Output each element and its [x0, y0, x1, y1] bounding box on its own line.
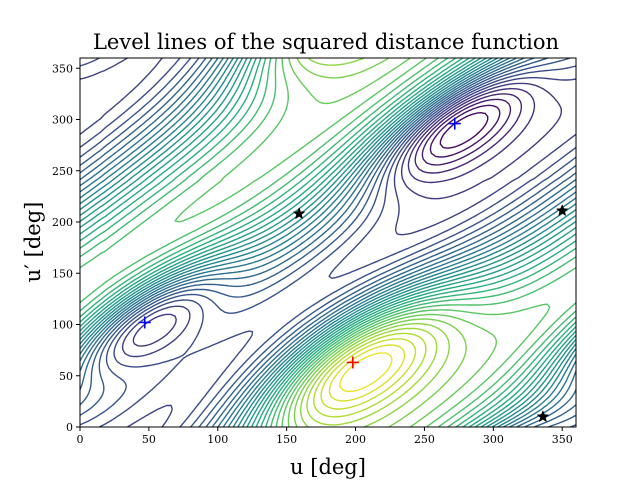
contour-level	[287, 58, 497, 427]
contour-level	[80, 58, 576, 427]
contour-level	[320, 338, 417, 410]
maximum-marker	[346, 356, 359, 369]
contour-level	[339, 352, 393, 393]
y-tick-label: 100	[52, 319, 73, 332]
x-tick-label: 150	[276, 433, 297, 446]
y-axis-title: u′ [deg]	[21, 202, 45, 283]
x-tick-label: 250	[414, 433, 435, 446]
contour-level	[174, 58, 551, 427]
contour-level	[80, 58, 576, 427]
x-tick-label: 300	[483, 433, 504, 446]
contour-level	[300, 58, 450, 427]
contour-level	[132, 82, 563, 347]
contour-level	[80, 58, 576, 427]
x-tick-label: 0	[77, 433, 84, 446]
contour-level	[414, 93, 523, 174]
x-tick-label: 50	[142, 433, 156, 446]
saddle-star-marker	[292, 207, 306, 220]
y-axis: 0 50 100 150 200 250 300 350	[52, 62, 80, 434]
y-tick-label: 50	[59, 370, 73, 383]
contour-level	[80, 58, 576, 427]
x-tick-label: 100	[207, 433, 228, 446]
contour-level	[80, 58, 576, 427]
contour-level	[80, 58, 576, 427]
x-tick-label: 350	[552, 433, 573, 446]
y-tick-label: 250	[52, 165, 73, 178]
y-tick-label: 150	[52, 267, 73, 280]
contour-level	[328, 344, 406, 402]
plot-frame	[79, 57, 577, 428]
contour-level	[80, 58, 576, 427]
contour-level	[80, 58, 576, 427]
contour-level	[429, 104, 501, 158]
contour-level	[80, 58, 576, 427]
x-axis-title: u [deg]	[290, 455, 366, 479]
contour-level	[80, 58, 576, 427]
contour-level	[439, 112, 489, 149]
contour-level	[306, 327, 438, 426]
contour-level	[293, 58, 467, 427]
contour-level	[421, 98, 512, 166]
minimum-marker	[138, 316, 151, 329]
y-tick-label: 0	[66, 421, 73, 434]
minimum-marker	[448, 117, 461, 130]
y-tick-label: 200	[52, 216, 73, 229]
contour-level	[80, 58, 576, 427]
contour-level	[407, 87, 536, 184]
y-tick-label: 350	[52, 62, 73, 75]
contour-level	[80, 58, 576, 427]
x-tick-label: 200	[345, 433, 366, 446]
markers	[138, 117, 569, 423]
contour-level	[313, 332, 427, 418]
contour-level	[80, 58, 576, 427]
saddle-star-marker	[555, 204, 569, 217]
contour-level	[80, 58, 576, 427]
contour-level	[80, 58, 576, 427]
contour-lines	[80, 58, 576, 427]
x-axis: 0 50 100 150 200 250 300 350	[77, 427, 573, 446]
y-tick-label: 300	[52, 114, 73, 127]
saddle-star-marker	[536, 410, 550, 423]
chart-title: Level lines of the squared distance func…	[93, 30, 559, 54]
contour-level	[80, 58, 576, 427]
